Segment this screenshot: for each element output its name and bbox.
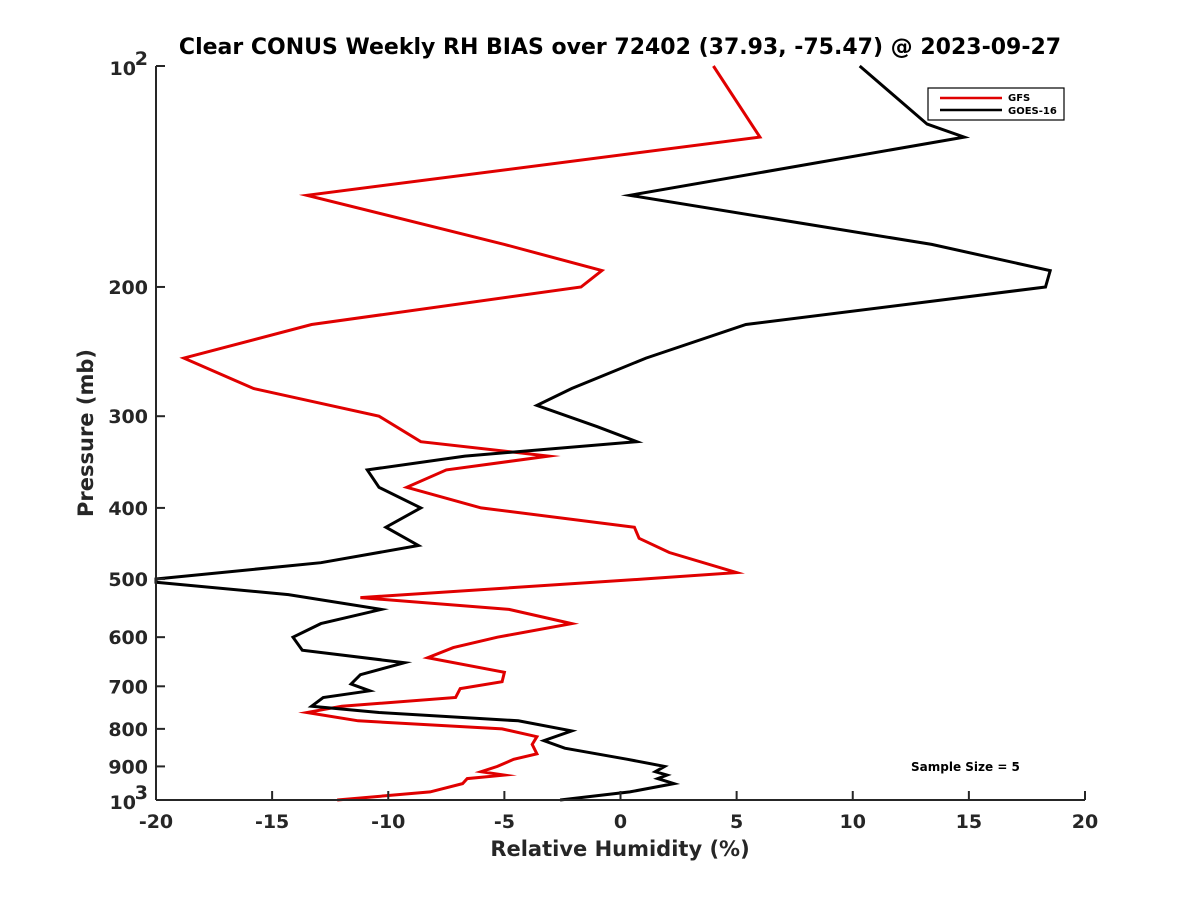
x-ticks: -20 -15 -10 -5 0 5 10 15 20	[139, 791, 1098, 833]
x-tick-label: 5	[730, 811, 743, 833]
x-tick-label: 10	[840, 811, 866, 833]
legend-label-gfs: GFS	[1008, 93, 1030, 104]
y-tick-base: 10	[110, 58, 136, 80]
legend-box	[927, 87, 1065, 121]
x-tick-label: -20	[139, 811, 173, 833]
series-lines	[154, 64, 1053, 802]
plot-frame	[156, 66, 1085, 800]
y-tick-label: 500	[108, 569, 148, 591]
series-line-goes16	[154, 64, 1053, 802]
y-tick-label: 10	[110, 58, 136, 80]
legend-label-goes16: GOES-16	[1008, 106, 1057, 117]
x-axis-label: Relative Humidity (%)	[490, 837, 749, 861]
y-tick-label: 10	[110, 792, 136, 814]
sample-size-annotation: Sample Size = 5	[911, 760, 1020, 774]
y-tick-label: 200	[108, 277, 148, 299]
y-tick-exponent: 2	[135, 48, 148, 70]
y-tick-label: 700	[108, 676, 148, 698]
y-tick-label: 300	[108, 406, 148, 428]
chart-title: Clear CONUS Weekly RH BIAS over 72402 (3…	[179, 35, 1061, 60]
x-tick-label: -15	[255, 811, 289, 833]
y-tick-label: 900	[108, 756, 148, 778]
x-tick-label: -5	[494, 811, 515, 833]
x-tick-label: 15	[956, 811, 982, 833]
series-line-gfs	[179, 65, 763, 802]
x-tick-label: 0	[614, 811, 627, 833]
y-tick-label: 800	[108, 719, 148, 741]
y-tick-label: 600	[108, 627, 148, 649]
y-axis-label: Pressure (mb)	[74, 349, 98, 517]
y-tick-exponent: 3	[135, 782, 148, 804]
x-tick-label: -10	[371, 811, 405, 833]
y-tick-base: 10	[110, 792, 136, 814]
legend: GFS GOES-16	[927, 87, 1065, 121]
y-tick-label: 400	[108, 498, 148, 520]
x-tick-label: 20	[1072, 811, 1098, 833]
